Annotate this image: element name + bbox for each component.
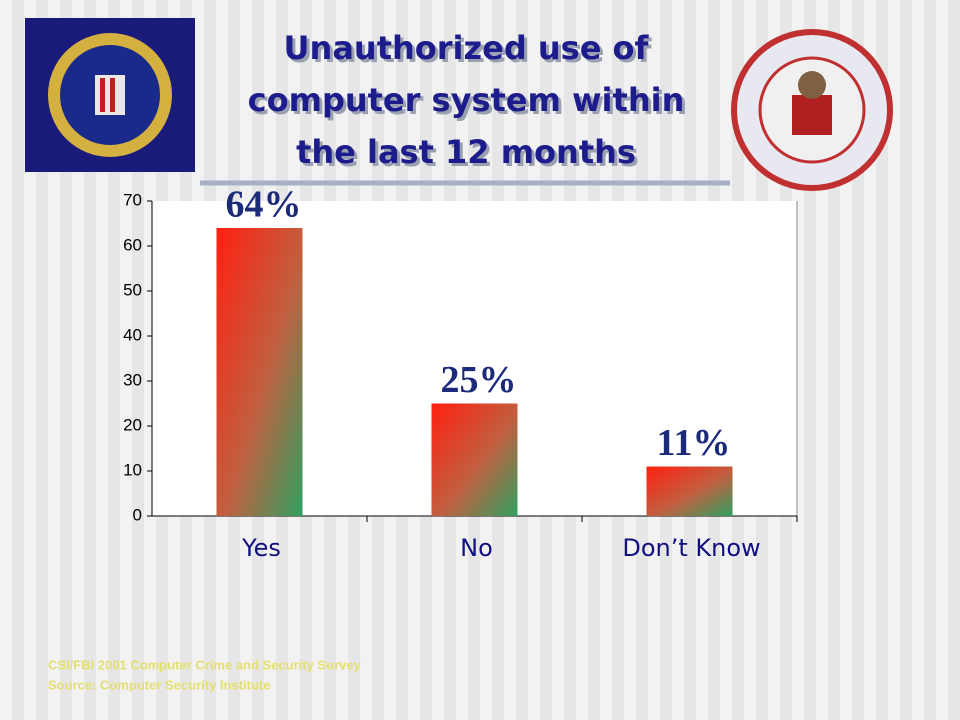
y-tick-label: 50 xyxy=(123,280,142,299)
x-tick-label: Yes xyxy=(241,534,281,562)
y-tick-label: 70 xyxy=(123,190,142,209)
chart-title: computer system within xyxy=(248,81,685,119)
title-shadow: Unauthorized use of xyxy=(287,32,653,70)
title-shadow: the last 12 months xyxy=(299,136,639,174)
y-tick-label: 10 xyxy=(123,460,142,479)
bar xyxy=(431,403,518,516)
value-label: 64% xyxy=(226,184,302,226)
x-tick-label: No xyxy=(460,534,493,562)
fbi-logo xyxy=(25,18,195,172)
value-label: 25% xyxy=(441,359,517,401)
y-tick-label: 30 xyxy=(123,370,142,389)
title-shadow: computer system within xyxy=(251,84,688,122)
value-label: 11% xyxy=(657,422,731,464)
chart-title: Unauthorized use of xyxy=(284,29,650,67)
y-tick-label: 40 xyxy=(123,325,142,344)
source-note: Source: Computer Security Institute xyxy=(48,677,270,692)
bar xyxy=(646,466,733,516)
source-note: CSI/FBI 2001 Computer Crime and Security… xyxy=(48,657,362,672)
nipc-logo xyxy=(731,29,893,191)
bar xyxy=(216,228,303,516)
chart-title: the last 12 months xyxy=(296,133,636,171)
y-tick-label: 0 xyxy=(133,505,142,524)
y-tick-label: 60 xyxy=(123,235,142,254)
y-tick-label: 20 xyxy=(123,415,142,434)
x-tick-label: Don’t Know xyxy=(622,534,760,562)
